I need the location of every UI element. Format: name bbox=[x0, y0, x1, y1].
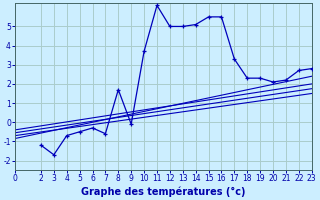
X-axis label: Graphe des températures (°c): Graphe des températures (°c) bbox=[81, 186, 246, 197]
